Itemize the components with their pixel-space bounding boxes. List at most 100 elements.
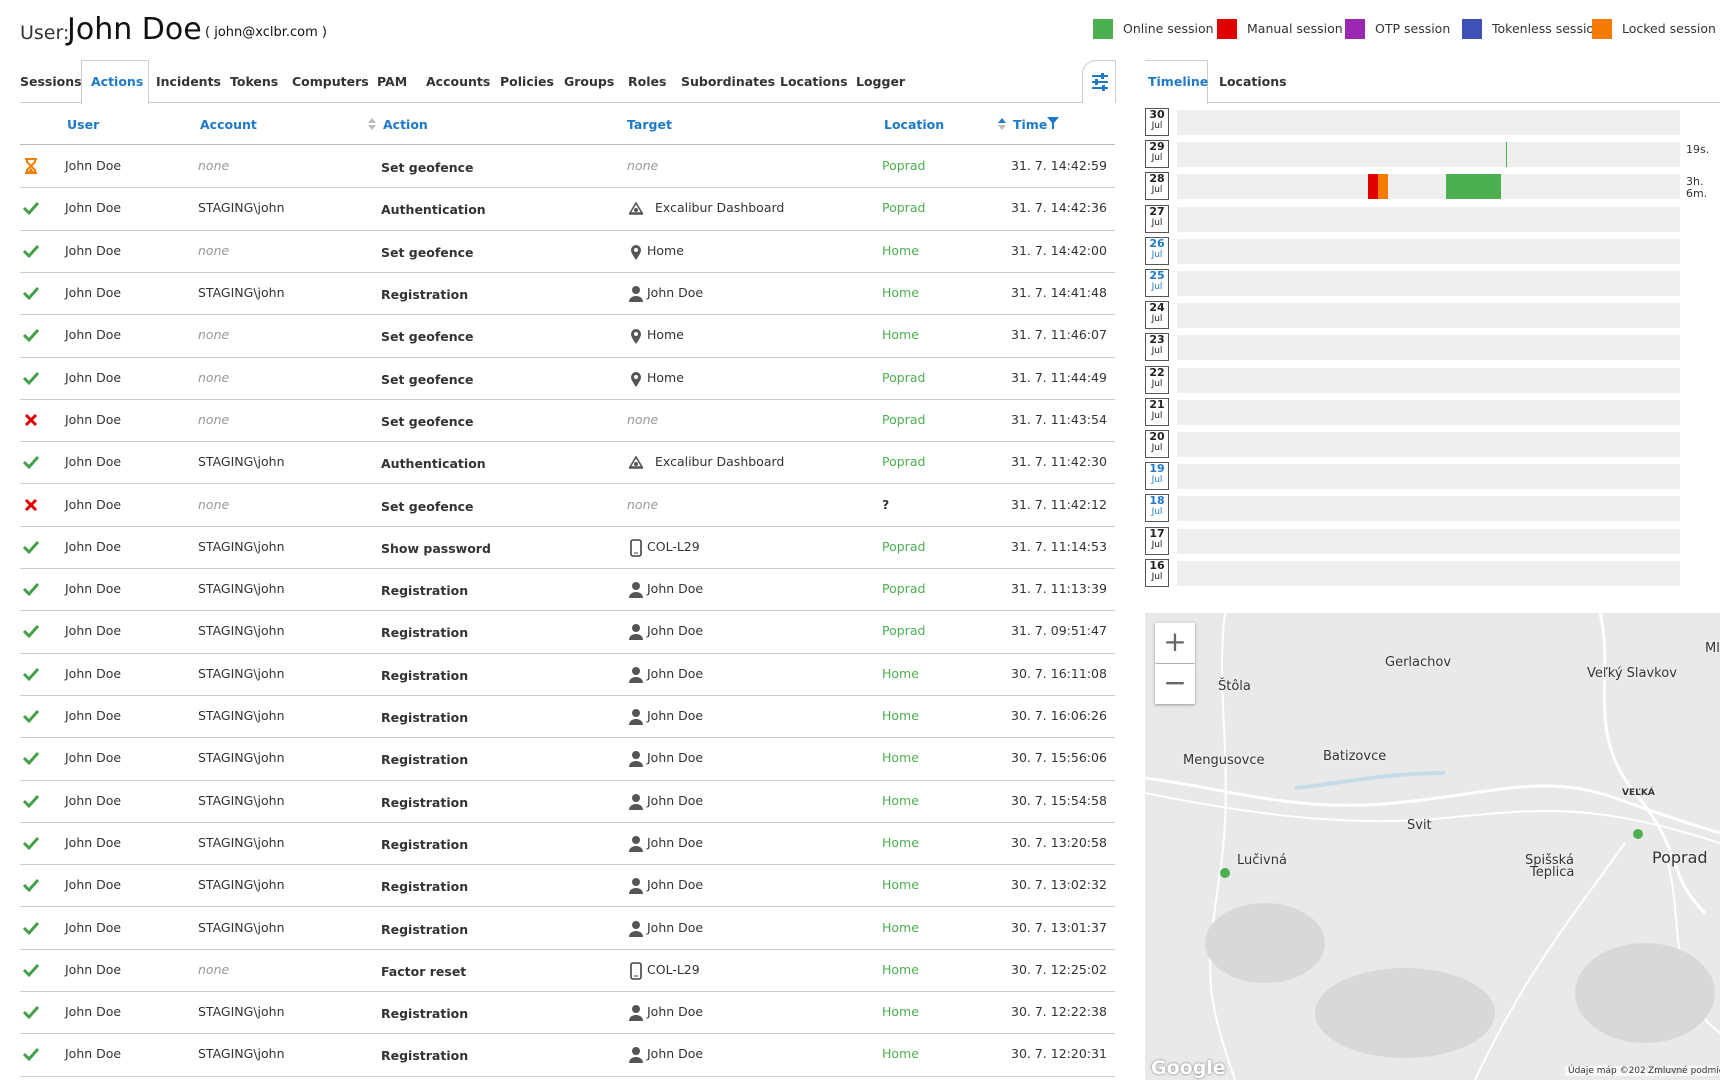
tab[interactable]: Policies (500, 74, 554, 89)
tab[interactable]: Subordinates (681, 74, 776, 89)
account-cell: STAGING\john (198, 285, 285, 301)
column-header[interactable]: Action (383, 117, 428, 132)
timeline-track (1177, 238, 1680, 264)
map[interactable]: + − Gerlachov Štôla Veľký Slavkov Mly Mengus… (1145, 613, 1720, 1080)
account-cell: STAGING\john (198, 834, 285, 850)
timeline-track (1177, 303, 1680, 329)
map-place: Batizovce (1323, 749, 1387, 764)
map-logo: Google (1151, 1057, 1226, 1079)
day-box: 19 Jul (1145, 462, 1169, 491)
status-icon-glyph (24, 498, 38, 511)
status-icon (22, 326, 40, 344)
row-rule (20, 948, 1115, 950)
zoom-in[interactable]: + (1155, 623, 1195, 663)
map-terms[interactable]: Zmluvné podmienky (1645, 1066, 1720, 1076)
status-icon-glyph (22, 667, 40, 681)
target-cell: John Doe (647, 1046, 704, 1062)
time-cell: 31. 7. 11:46:07 (1011, 327, 1107, 343)
timeline-track (1177, 496, 1680, 522)
tab[interactable]: Locations (780, 74, 848, 89)
status-icon (22, 199, 40, 217)
status-icon (22, 1003, 40, 1021)
target-icon-glyph (630, 962, 642, 980)
side-tab[interactable]: Locations (1219, 74, 1287, 89)
tab[interactable]: Sessions (20, 74, 82, 89)
tab[interactable]: Logger (856, 74, 906, 89)
user-cell: John Doe (65, 285, 122, 301)
status-icon (22, 622, 40, 640)
target-icon-glyph (629, 920, 643, 937)
account-cell: none (198, 327, 230, 343)
row-rule (20, 610, 1115, 612)
time-cell: 31. 7. 11:44:49 (1011, 369, 1107, 385)
user-cell: John Doe (65, 792, 122, 808)
time-cell: 31. 7. 14:42:00 (1011, 242, 1107, 258)
tab[interactable]: Incidents (156, 74, 221, 89)
row-rule (20, 441, 1115, 443)
target-icon-glyph (629, 835, 643, 852)
active-side-tab-box (1145, 60, 1208, 105)
user-cell: John Doe (65, 1046, 122, 1062)
day-box: 18 Jul (1145, 494, 1169, 523)
session-bar (1378, 174, 1388, 200)
day-number: 22 (1149, 365, 1165, 379)
day-number: 19 (1149, 462, 1165, 476)
zoom-out[interactable]: − (1155, 664, 1195, 704)
target-icon (627, 454, 645, 472)
tab[interactable]: Actions (91, 74, 144, 89)
row-rule (20, 398, 1115, 400)
user-cell: John Doe (65, 623, 122, 639)
status-icon (22, 749, 40, 767)
tab[interactable]: Groups (564, 74, 615, 89)
time-cell: 31. 7. 14:42:59 (1011, 158, 1107, 174)
target-icon (627, 877, 645, 895)
timeline-track (1177, 110, 1680, 135)
tab[interactable]: Computers (292, 74, 369, 89)
account-cell: none (198, 242, 230, 258)
tab[interactable]: PAM (377, 74, 408, 89)
status-icon-glyph (22, 625, 40, 639)
status-icon (22, 284, 40, 302)
day-month: Jul (1151, 539, 1163, 550)
status-icon-glyph (22, 1006, 40, 1020)
target-icon (627, 708, 645, 726)
time-cell: 30. 7. 12:20:31 (1011, 1046, 1107, 1062)
time-cell: 30. 7. 16:11:08 (1011, 665, 1107, 681)
filter-button[interactable] (1082, 60, 1116, 103)
day-box: 24 Jul (1145, 301, 1169, 330)
day-box: 23 Jul (1145, 333, 1169, 362)
action-cell: Registration (381, 794, 469, 810)
column-header[interactable]: Time (1013, 117, 1048, 132)
status-icon (22, 834, 40, 852)
location-cell: Poprad (882, 623, 926, 639)
legend-label: OTP session (1375, 21, 1451, 36)
time-cell: 30. 7. 12:22:38 (1011, 1004, 1107, 1020)
day-month: Jul (1151, 282, 1163, 292)
column-header[interactable]: Target (627, 117, 672, 132)
target-cell: John Doe (647, 581, 704, 597)
target-icon (627, 962, 645, 980)
row-rule (20, 483, 1115, 485)
status-icon (22, 411, 40, 429)
column-header[interactable]: Account (200, 117, 257, 132)
row-rule (20, 652, 1115, 654)
target-icon-glyph (631, 371, 641, 387)
tab-bar-line (20, 102, 1115, 103)
location-cell: Home (882, 877, 919, 893)
status-icon (22, 792, 40, 810)
user-cell: John Doe (65, 665, 122, 681)
row-rule (20, 271, 1115, 273)
user-cell: John Doe (65, 961, 122, 977)
tab[interactable]: Tokens (230, 74, 279, 89)
timeline-track (1177, 271, 1680, 296)
side-tab[interactable]: Timeline (1148, 74, 1209, 89)
user-cell: John Doe (65, 242, 122, 258)
column-header[interactable]: User (67, 117, 100, 132)
time-cell: 31. 7. 11:42:12 (1011, 496, 1107, 512)
location-cell: Home (882, 834, 919, 850)
tab[interactable]: Roles (628, 74, 667, 89)
day-month: Jul (1151, 153, 1163, 164)
target-icon (627, 539, 645, 557)
tab[interactable]: Accounts (426, 74, 491, 89)
column-header[interactable]: Location (884, 117, 945, 132)
